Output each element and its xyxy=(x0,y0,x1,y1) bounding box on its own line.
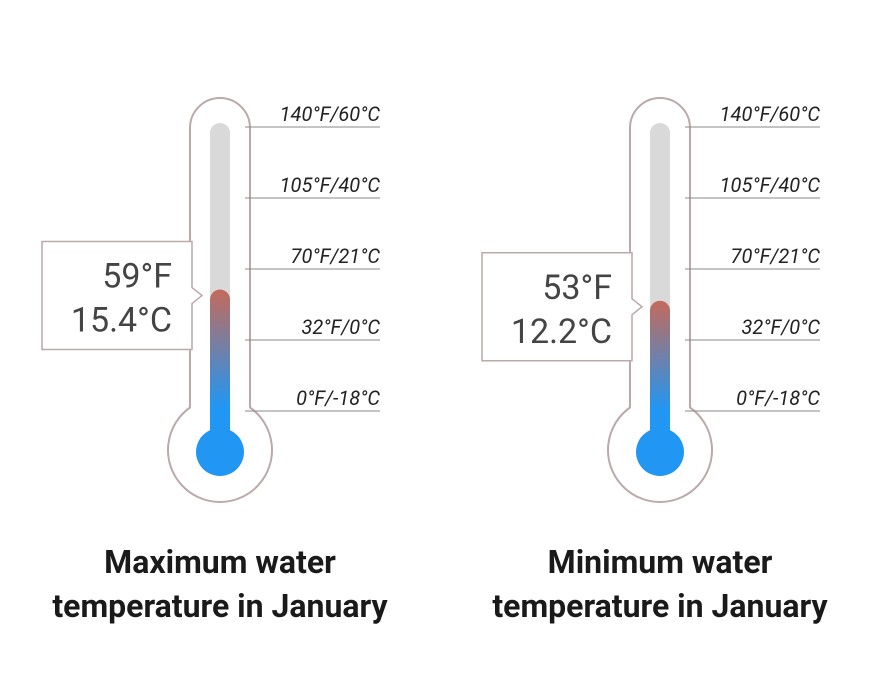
chart: 140°F/60°C 105°F/40°C 70°F/21°C 32°F/0°C 0°F… xyxy=(41,97,821,503)
value-callout xyxy=(481,252,644,362)
value-label: 59°F xyxy=(102,257,172,297)
tick-label: 140°F/60°C xyxy=(720,102,821,126)
tick-label: 32°F/0°C xyxy=(301,315,380,339)
chart-title: Minimum water temperature in January xyxy=(492,543,828,625)
tick-label: 0°F/-18°C xyxy=(296,386,380,410)
value-label-celsius: 15.4°C xyxy=(71,301,172,341)
tick-label: 32°F/0°C xyxy=(741,315,820,339)
tick-label: 70°F/21°C xyxy=(731,244,821,268)
value-label-celsius: 12.2°C xyxy=(511,312,612,352)
chart-title: Maximum water temperature in January xyxy=(52,543,388,625)
bulb xyxy=(636,428,684,476)
tick-label: 105°F/40°C xyxy=(280,173,381,197)
tick-label: 0°F/-18°C xyxy=(736,386,820,410)
tick-label: 70°F/21°C xyxy=(291,244,381,268)
mercury xyxy=(650,300,670,446)
tick-label: 105°F/40°C xyxy=(720,173,821,197)
bulb xyxy=(196,428,244,476)
value-callout xyxy=(41,240,204,351)
mercury xyxy=(210,289,230,446)
tick-label: 140°F/60°C xyxy=(280,102,381,126)
value-label: 53°F xyxy=(542,268,612,308)
